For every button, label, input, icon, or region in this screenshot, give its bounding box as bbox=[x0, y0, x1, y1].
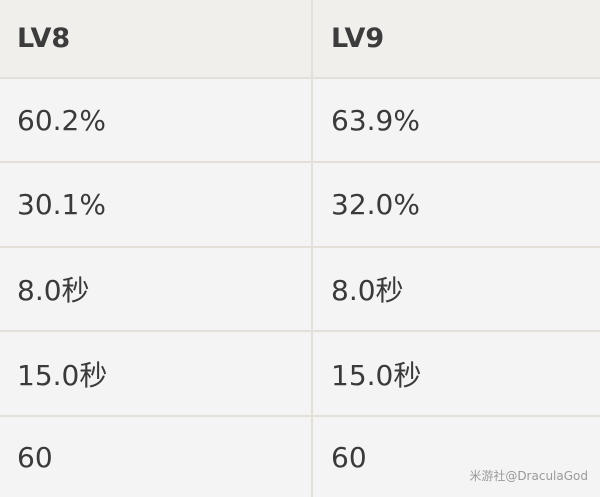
table-cell: 60 bbox=[331, 440, 367, 474]
watermark: 米游社@DraculaGod bbox=[469, 469, 588, 483]
table-cell: 8.0秒 bbox=[0, 248, 313, 330]
header-cell-lv8: LV8 bbox=[0, 0, 313, 77]
table-cell: 8.0秒 bbox=[331, 274, 404, 307]
table-row: 60.2% 63.9% bbox=[0, 79, 600, 163]
table-row: 15.0秒 15.0秒 bbox=[0, 332, 600, 417]
table-cell: 63.9% bbox=[331, 103, 420, 137]
table-cell: 15.0秒 bbox=[331, 358, 422, 392]
table-cell: 60.2% bbox=[0, 79, 313, 161]
table-row: 8.0秒 8.0秒 bbox=[0, 248, 600, 332]
table-cell: 15.0秒 bbox=[0, 332, 313, 415]
table-row: 30.1% 32.0% bbox=[0, 163, 600, 248]
table-header-row: LV8 LV9 bbox=[0, 0, 600, 79]
table-row: 60 60 bbox=[0, 417, 600, 497]
table-cell: 32.0% bbox=[331, 188, 420, 221]
header-cell-lv9: LV9 bbox=[331, 23, 385, 54]
table-cell: 60 bbox=[0, 417, 313, 497]
table-cell: 30.1% bbox=[0, 163, 313, 246]
